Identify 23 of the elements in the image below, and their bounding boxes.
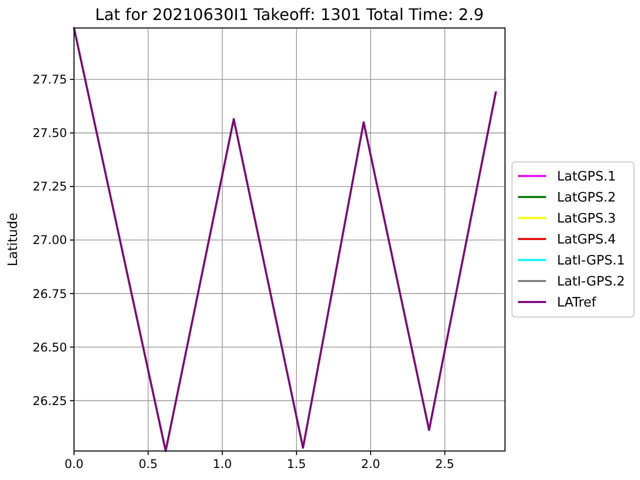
y-tick-label: 26.75	[32, 286, 67, 301]
y-tick-label: 27.75	[32, 72, 67, 87]
legend-label: LatGPS.1	[557, 170, 616, 185]
chart-title: Lat for 20210630I1 Takeoff: 1301 Total Time: 2.9	[95, 5, 484, 24]
legend-label: LATref	[557, 296, 597, 311]
y-tick-label: 26.25	[32, 394, 67, 408]
x-tick-label: 0.5	[138, 457, 158, 471]
legend-label: LatGPS.2	[557, 190, 616, 206]
legend-label: LatI-GPS.2	[557, 274, 625, 290]
x-tick-label: 2.5	[435, 457, 454, 471]
x-tick-label: 1.5	[286, 457, 306, 471]
line-series	[73, 27, 497, 452]
y-tick-label: 27.00	[32, 233, 67, 248]
legend-label: LatGPS.4	[557, 232, 616, 248]
legend-label: LatGPS.3	[557, 212, 616, 227]
x-tick-label: 1.0	[212, 457, 232, 471]
x-tick-label: 2.0	[361, 457, 380, 471]
y-tick-label: 26.50	[32, 340, 67, 354]
x-tick-label: 0.0	[64, 457, 84, 471]
y-axis-title: Latitude	[6, 212, 21, 266]
legend-label: LatI-GPS.1	[557, 254, 625, 269]
y-tick-label: 27.25	[32, 180, 67, 194]
y-tick-label: 27.50	[32, 126, 67, 140]
